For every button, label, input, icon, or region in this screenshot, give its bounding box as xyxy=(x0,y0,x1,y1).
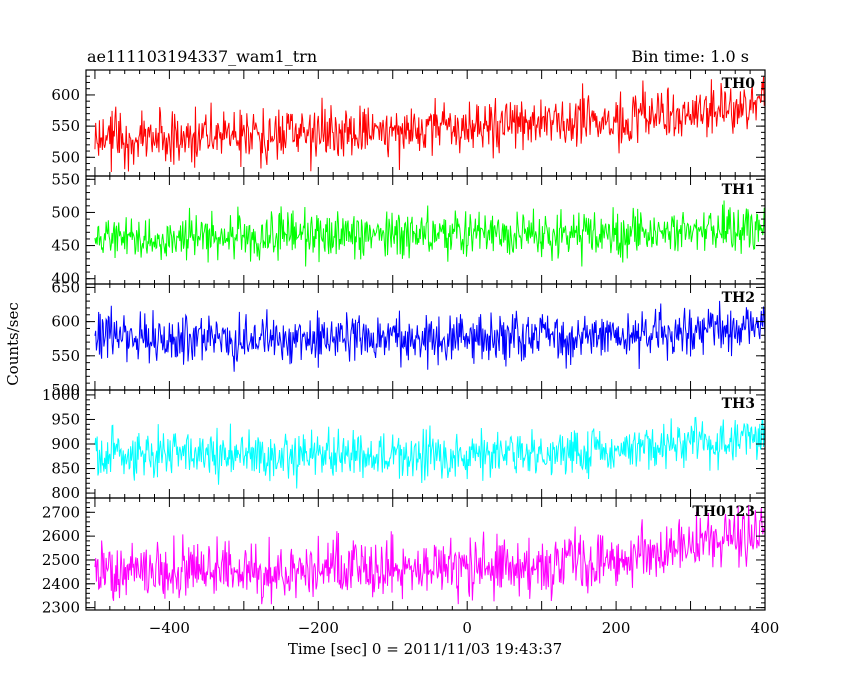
panel-th3: 800 850 900 950 1000 TH3 xyxy=(42,386,766,502)
y-tick-label: 800 xyxy=(51,484,80,502)
series-th0 xyxy=(94,76,765,173)
panel-label: TH1 xyxy=(722,182,755,198)
y-tick-label: 600 xyxy=(51,313,80,331)
x-tick-label: 400 xyxy=(751,619,780,637)
panel-th0: 500 550 600 TH0 xyxy=(51,69,766,177)
y-tick-label: 550 xyxy=(51,117,80,135)
y-tick-label: 950 xyxy=(51,410,80,428)
y-tick-label: 550 xyxy=(51,170,80,188)
y-tick-label: 650 xyxy=(51,278,80,296)
panel-label: TH3 xyxy=(722,396,755,412)
y-tick-label: 550 xyxy=(51,347,80,365)
panel-th0123: 2300 2400 2500 2600 2700 TH0123 xyxy=(42,497,766,617)
x-axis-label: Time [sec] 0 = 2011/11/03 19:43:37 xyxy=(288,640,562,658)
panel-label: TH2 xyxy=(722,290,755,306)
y-tick-label: 2700 xyxy=(42,503,80,521)
panel-frame xyxy=(85,69,766,177)
y-tick-label: 850 xyxy=(51,460,80,478)
bin-time-label: Bin time: 1.0 s xyxy=(631,47,749,66)
y-tick-label: 400 xyxy=(51,270,80,288)
y-tick-label: 500 xyxy=(51,203,80,221)
panel-label: TH0 xyxy=(722,76,756,92)
y-tick-label: 2300 xyxy=(42,599,80,617)
panel-label: TH0123 xyxy=(692,504,755,520)
y-tick-label: 2500 xyxy=(42,551,80,569)
x-tick-label: 200 xyxy=(602,619,631,637)
y-tick-label: 600 xyxy=(51,86,80,104)
series-th0123 xyxy=(94,504,765,605)
y-tick-label: 1000 xyxy=(42,386,80,404)
y-tick-label: 450 xyxy=(51,237,80,255)
y-tick-label: 500 xyxy=(51,381,80,399)
series-th2 xyxy=(94,300,765,372)
y-axis-label: Counts/sec xyxy=(4,302,22,386)
chart-title: ae111103194337_wam1_trn xyxy=(87,47,317,66)
y-tick-label: 900 xyxy=(51,435,80,453)
series-th1 xyxy=(94,200,765,267)
y-tick-label: 2400 xyxy=(42,575,80,593)
panel-frame xyxy=(85,497,766,611)
x-tick-label: −200 xyxy=(298,619,339,637)
panels-group: 500 550 600 TH0 400 450 500 550 TH1 500 550 600 650 T… xyxy=(42,69,780,637)
x-tick-label: 0 xyxy=(462,619,472,637)
panel-th2: 500 550 600 650 TH2 xyxy=(51,278,766,399)
series-th3 xyxy=(94,416,765,489)
y-tick-label: 2600 xyxy=(42,527,80,545)
x-tick-label: −400 xyxy=(149,619,190,637)
panel-th1: 400 450 500 550 TH1 xyxy=(51,170,766,288)
y-tick-label: 500 xyxy=(51,148,80,166)
